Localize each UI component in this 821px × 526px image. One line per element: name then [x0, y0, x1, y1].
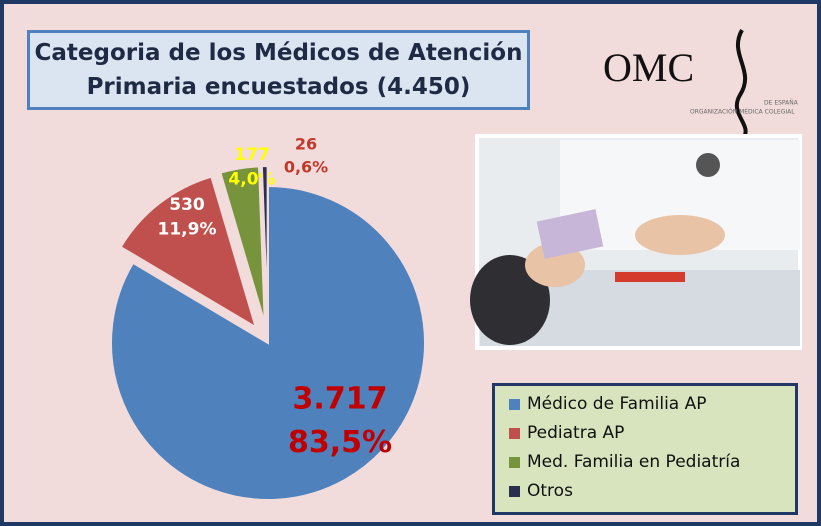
percentage-label: 83,5%: [288, 425, 392, 460]
legend-label: Pediatra AP: [527, 423, 624, 443]
legend: Médico de Familia AP Pediatra AP Med. Fami…: [492, 383, 798, 515]
photo-hand: [635, 215, 725, 255]
legend-marker: [509, 428, 520, 439]
legend-entry: Otros: [509, 481, 573, 501]
logo-text: OMC: [603, 45, 694, 90]
legend-marker: [509, 399, 520, 410]
legend-entry: Médico de Familia AP: [509, 394, 707, 414]
legend-entry: Med. Familia en Pediatría: [509, 452, 740, 472]
photo-pills: [615, 272, 685, 282]
infographic: OMC ORGANIZACIÓN MÉDICA COLEGIAL DE ESPA…: [0, 0, 821, 526]
logo-suffix: DE ESPAÑA: [764, 100, 799, 107]
value-label: 3.717: [293, 382, 388, 417]
photo: [470, 136, 800, 348]
value-label: 26: [295, 135, 317, 154]
value-label: 177: [234, 145, 270, 165]
photo-stethoscope: [696, 153, 720, 177]
legend-marker: [509, 457, 520, 468]
legend-label: Med. Familia en Pediatría: [527, 452, 740, 472]
percentage-label: 11,9%: [158, 220, 217, 240]
legend-label: Otros: [527, 481, 573, 501]
percentage-label: 0,6%: [284, 158, 328, 177]
legend-label: Médico de Familia AP: [527, 394, 707, 414]
value-label: 530: [169, 195, 205, 215]
legend-marker: [509, 486, 520, 497]
logo-subtitle: ORGANIZACIÓN MÉDICA COLEGIAL: [690, 108, 795, 116]
legend-entry: Pediatra AP: [509, 423, 624, 443]
chart-title: Categoria de los Médicos de Atención Pri…: [27, 30, 530, 110]
